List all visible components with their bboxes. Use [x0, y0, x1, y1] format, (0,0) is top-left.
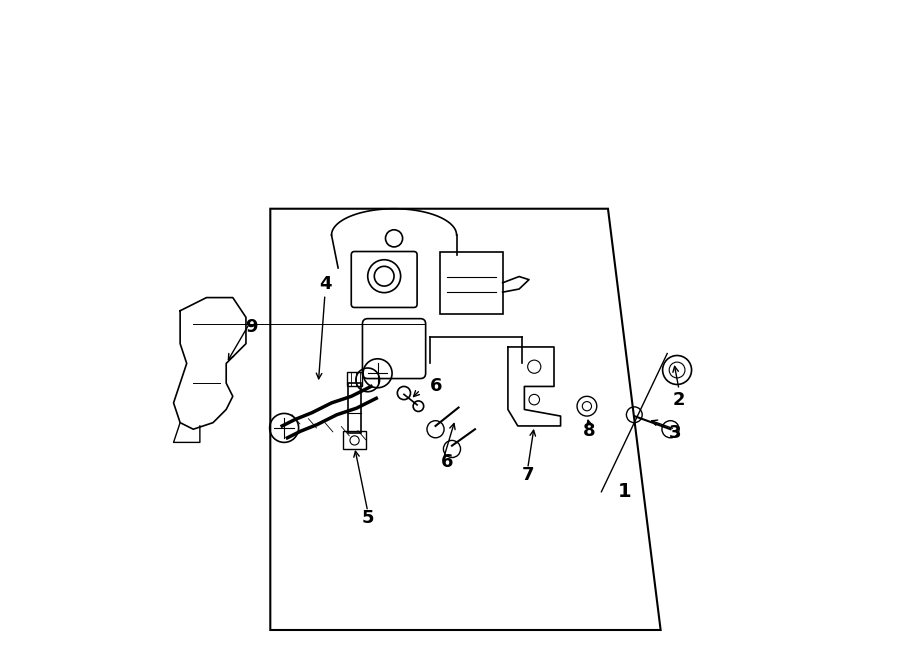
Text: 5: 5	[362, 509, 374, 527]
Bar	[346, 372, 363, 387]
Text: 9: 9	[245, 318, 257, 336]
Text: 2: 2	[673, 391, 685, 408]
Text: 3: 3	[669, 424, 681, 442]
Bar	[343, 430, 366, 449]
Text: 7: 7	[521, 466, 534, 485]
Text: 1: 1	[617, 483, 632, 501]
Text: 4: 4	[319, 276, 331, 293]
Bar	[348, 383, 361, 432]
Bar	[440, 252, 503, 314]
Text: 6: 6	[440, 453, 453, 471]
Text: 6: 6	[430, 377, 443, 395]
Text: 8: 8	[583, 422, 596, 440]
